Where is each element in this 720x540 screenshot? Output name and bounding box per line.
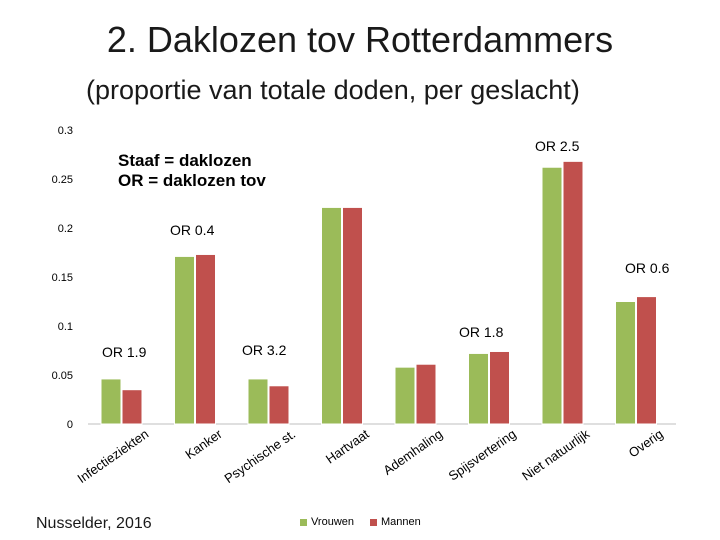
bar-vrouwen <box>174 255 195 425</box>
bar-vrouwen <box>541 166 563 425</box>
x-tick-label: Psychische st. <box>222 426 299 486</box>
or-annotation: OR 0.4 <box>170 222 215 238</box>
bar-vrouwen <box>321 206 342 425</box>
or-annotation: OR 1.9 <box>102 344 147 360</box>
bar-mannen <box>636 296 657 425</box>
legend-item-mannen: Mannen <box>370 516 421 528</box>
bar-mannen <box>342 206 363 425</box>
or-annotation: OR 2.5 <box>535 138 580 154</box>
bar-vrouwen <box>247 378 269 425</box>
y-tick-label: 0.2 <box>58 223 73 235</box>
y-tick-label: 0.05 <box>52 370 73 382</box>
bar-mannen <box>121 389 143 425</box>
bar-mannen <box>489 350 510 425</box>
x-tick-label: Overig <box>626 426 666 460</box>
bar-mannen <box>195 253 216 425</box>
x-tick-label: Spijsvertering <box>446 426 519 483</box>
legend-swatch-vrouwen <box>300 518 307 526</box>
y-tick-label: 0 <box>67 419 73 431</box>
y-tick-label: 0.1 <box>58 321 73 333</box>
x-tick-label: Infectieziekten <box>75 426 152 486</box>
bar-vrouwen <box>468 352 489 425</box>
bar-mannen <box>415 363 437 425</box>
y-tick-label: 0.3 <box>58 125 73 137</box>
x-tick-label: Kanker <box>182 426 225 462</box>
legend-item-vrouwen: Vrouwen <box>300 516 354 528</box>
bar-vrouwen <box>394 366 416 425</box>
x-tick-label: Hartvaat <box>323 426 372 467</box>
x-tick-label: Niet natuurlijk <box>519 426 593 484</box>
page-title: 2. Daklozen tov Rotterdammers <box>106 19 614 60</box>
y-tick-label: 0.15 <box>52 272 73 284</box>
bar-vrouwen <box>615 301 636 425</box>
or-annotation: OR 1.8 <box>459 324 504 340</box>
or-annotation: OR 0.6 <box>625 260 670 276</box>
source-note: Nusselder, 2016 <box>36 515 152 532</box>
legend-label-mannen: Mannen <box>381 516 421 528</box>
chart-note: Staaf = daklozen OR = daklozen tov <box>118 151 266 190</box>
x-tick-label: Ademhaling <box>380 426 445 478</box>
legend-swatch-mannen <box>370 518 378 526</box>
y-tick-label: 0.25 <box>52 174 73 186</box>
legend-label-vrouwen: Vrouwen <box>311 516 355 528</box>
bar-vrouwen <box>100 378 122 425</box>
page-subtitle: (proportie van totale doden, per geslach… <box>86 75 580 105</box>
or-annotation: OR 3.2 <box>242 342 287 358</box>
chart-legend: Vrouwen Mannen <box>300 516 431 528</box>
bar-mannen <box>268 385 290 425</box>
bar-mannen <box>562 160 584 425</box>
